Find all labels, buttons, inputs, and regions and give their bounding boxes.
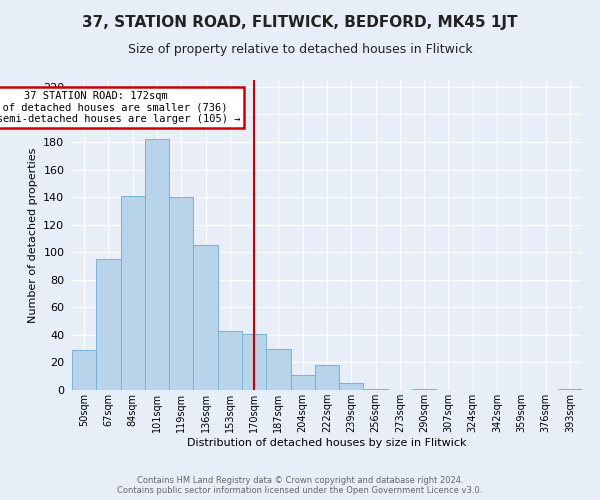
Y-axis label: Number of detached properties: Number of detached properties bbox=[28, 148, 38, 322]
Bar bbox=[121, 196, 145, 390]
Bar bbox=[315, 365, 339, 390]
Bar bbox=[242, 334, 266, 390]
Bar bbox=[72, 350, 96, 390]
Text: 37, STATION ROAD, FLITWICK, BEDFORD, MK45 1JT: 37, STATION ROAD, FLITWICK, BEDFORD, MK4… bbox=[82, 15, 518, 30]
X-axis label: Distribution of detached houses by size in Flitwick: Distribution of detached houses by size … bbox=[187, 438, 467, 448]
Bar bbox=[193, 246, 218, 390]
Bar bbox=[558, 388, 582, 390]
Text: Contains public sector information licensed under the Open Government Licence v3: Contains public sector information licen… bbox=[118, 486, 482, 495]
Bar bbox=[364, 388, 388, 390]
Bar bbox=[339, 383, 364, 390]
Bar bbox=[290, 375, 315, 390]
Bar bbox=[412, 388, 436, 390]
Text: 37 STATION ROAD: 172sqm
← 87% of detached houses are smaller (736)
12% of semi-d: 37 STATION ROAD: 172sqm ← 87% of detache… bbox=[0, 91, 240, 124]
Bar bbox=[218, 331, 242, 390]
Text: Size of property relative to detached houses in Flitwick: Size of property relative to detached ho… bbox=[128, 42, 472, 56]
Bar bbox=[266, 348, 290, 390]
Text: Contains HM Land Registry data © Crown copyright and database right 2024.: Contains HM Land Registry data © Crown c… bbox=[137, 476, 463, 485]
Bar bbox=[145, 139, 169, 390]
Bar bbox=[169, 197, 193, 390]
Bar bbox=[96, 259, 121, 390]
